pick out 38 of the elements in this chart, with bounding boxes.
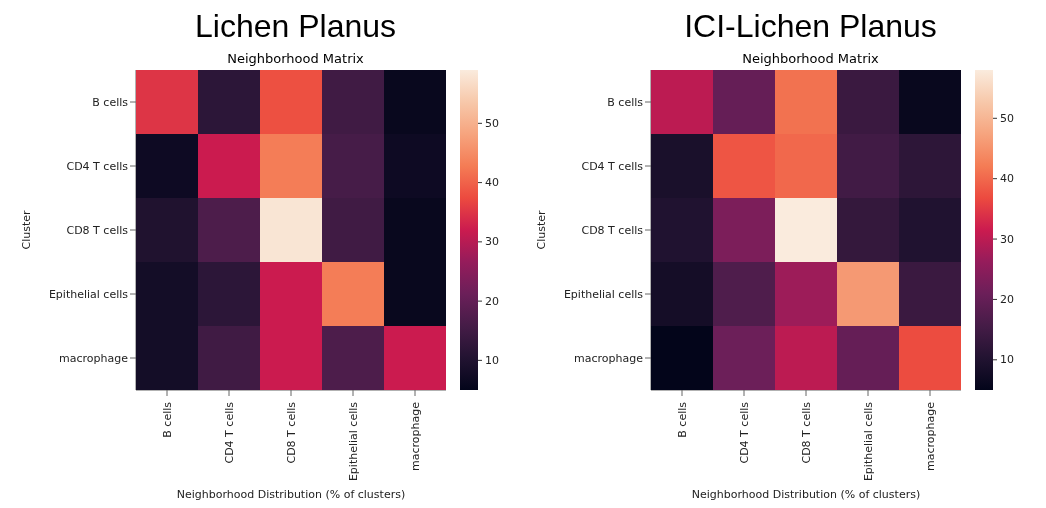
x-tick-label: B cells <box>675 401 688 438</box>
color-bar-label: 50 <box>999 111 1014 125</box>
y-tick-label: macrophage <box>573 351 643 365</box>
color-bar-label: 10 <box>484 353 499 367</box>
color-bar-label: 30 <box>484 235 499 249</box>
y-tick-label: macrophage <box>58 351 128 365</box>
x-tick-label: macrophage <box>923 401 936 471</box>
y-tick-label: CD8 T cells <box>65 223 128 237</box>
x-axis-title: Neighborhood Distribution (% of clusters) <box>691 488 920 501</box>
chart-subtitle: Neighborhood Matrix <box>742 51 879 66</box>
y-axis-title: Cluster <box>19 210 33 250</box>
x-tick-label: CD8 T cells <box>799 401 812 464</box>
y-tick-label: B cells <box>91 95 128 109</box>
x-tick-label: CD8 T cells <box>284 401 297 464</box>
x-tick-label: CD4 T cells <box>222 401 235 464</box>
y-tick-label: B cells <box>606 95 643 109</box>
chart-title: Lichen Planus <box>194 8 397 45</box>
x-tick-label: Epithelial cells <box>346 401 359 482</box>
y-tick-label: Epithelial cells <box>563 287 643 301</box>
y-tick-label: Epithelial cells <box>48 287 128 301</box>
x-tick-label: B cells <box>160 401 173 438</box>
color-bar-label: 30 <box>999 232 1014 246</box>
y-tick-label: CD4 T cells <box>580 159 643 173</box>
x-tick-label: CD4 T cells <box>737 401 750 464</box>
color-bar-label: 40 <box>484 176 499 190</box>
color-bar-label: 20 <box>999 292 1014 306</box>
x-tick-label: Epithelial cells <box>861 401 874 482</box>
chart-title: ICI-Lichen Planus <box>684 8 937 45</box>
x-tick-label: macrophage <box>408 401 421 471</box>
chart-subtitle: Neighborhood Matrix <box>227 51 364 66</box>
y-axis-title: Cluster <box>534 210 548 250</box>
color-bar-label: 10 <box>999 353 1014 367</box>
color-bar-label: 50 <box>484 116 499 130</box>
color-bar-label: 40 <box>999 172 1014 186</box>
x-axis-title: Neighborhood Distribution (% of clusters) <box>176 488 405 501</box>
y-tick-label: CD4 T cells <box>65 159 128 173</box>
color-bar-label: 20 <box>484 294 499 308</box>
y-tick-label: CD8 T cells <box>580 223 643 237</box>
